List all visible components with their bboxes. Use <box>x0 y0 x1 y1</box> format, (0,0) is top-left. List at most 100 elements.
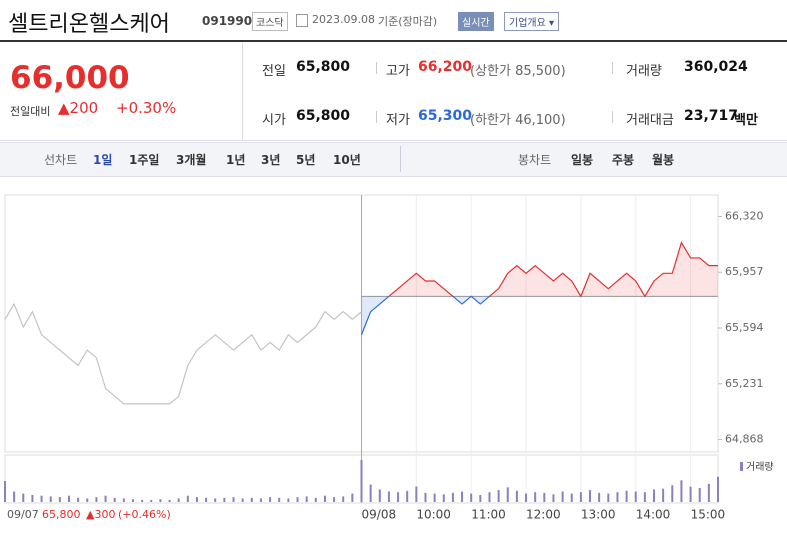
volume-bar <box>86 498 89 502</box>
volume-bar <box>488 492 491 502</box>
volume-bar <box>4 481 6 502</box>
volume-bar <box>342 496 345 502</box>
volume-bar <box>717 476 719 502</box>
stat-label: 거래대금 <box>626 113 674 128</box>
candle-tab[interactable]: 월봉 <box>652 153 675 167</box>
volume-bar <box>671 485 674 502</box>
stat-value: 66,200 <box>418 59 473 75</box>
legend-label: 거래량 <box>746 461 774 473</box>
volume-bar <box>58 497 61 502</box>
stat-label: 전일 <box>262 64 286 79</box>
volume-bar <box>506 487 509 502</box>
volume-bar <box>323 495 326 502</box>
period-tab[interactable]: 3개월 <box>176 153 207 167</box>
date: 2023.09.08 <box>312 13 375 26</box>
realtime-button[interactable]: 실시간 <box>458 12 494 31</box>
volume-bar <box>122 498 125 502</box>
volume-bar <box>159 499 162 502</box>
volume-bar <box>680 480 683 502</box>
volume-bar <box>177 498 180 502</box>
volume-bar <box>433 493 436 502</box>
y-tick-label: 64,868 <box>725 433 764 446</box>
stat-separator <box>612 62 613 74</box>
divider <box>0 40 787 42</box>
volume-bar <box>625 490 628 502</box>
footer-change: ▲300 <box>86 508 116 521</box>
change-pct: +0.30% <box>116 99 177 117</box>
volume-bar <box>141 499 144 502</box>
volume-bar <box>360 460 363 502</box>
stat-label: 저가 <box>386 113 410 128</box>
x-tick-label: 14:00 <box>636 508 671 522</box>
x-tick-label: 11:00 <box>471 508 506 522</box>
volume-bar <box>314 497 317 502</box>
volume-bar <box>378 489 381 502</box>
x-tick-label: 15:00 <box>691 508 726 522</box>
period-tab[interactable]: 1년 <box>226 153 246 167</box>
period-tab[interactable]: 10년 <box>333 153 361 167</box>
stat-separator <box>376 111 377 123</box>
volume-bar <box>643 492 646 502</box>
volume-bar <box>333 497 336 502</box>
x-tick-label: 12:00 <box>526 508 561 522</box>
stat-label: 거래량 <box>626 64 662 79</box>
volume-bar <box>515 490 518 502</box>
stat-value: 360,024 <box>684 59 748 75</box>
period-tab[interactable]: 3년 <box>261 153 281 167</box>
stat-value: 65,800 <box>296 108 351 124</box>
overview-label: 기업개요 <box>509 18 546 29</box>
volume-bar <box>214 498 217 502</box>
volume-bar <box>561 491 564 502</box>
stat-unit: 백만 <box>734 113 758 128</box>
divider <box>242 140 787 141</box>
candle-tab[interactable]: 주봉 <box>612 153 635 167</box>
tab-group-label: 선차트 <box>44 153 78 167</box>
volume-bar <box>13 491 16 502</box>
volume-bar <box>451 492 454 502</box>
volume-bar <box>113 497 116 502</box>
volume-bar <box>150 499 153 502</box>
period-tab[interactable]: 1주일 <box>129 153 160 167</box>
volume-bar <box>607 493 610 502</box>
volume-bar <box>205 497 208 502</box>
volume-bar <box>598 492 601 502</box>
stat-value: 65,300 <box>418 108 473 124</box>
market-badge: 코스닥 <box>252 12 288 31</box>
candle-tab[interactable]: 일봉 <box>571 153 594 167</box>
volume-bar <box>387 491 390 502</box>
stat-value: 23,717 <box>684 108 739 124</box>
y-tick-label: 65,231 <box>725 377 764 390</box>
volume-bar <box>497 490 500 502</box>
stat-separator <box>376 62 377 74</box>
volume-bar <box>534 492 537 502</box>
period-tab[interactable]: 5년 <box>296 153 316 167</box>
volume-bar <box>287 498 290 502</box>
tab-group-label: 봉차트 <box>518 153 552 167</box>
stock-code: 091990 <box>202 14 253 28</box>
volume-bar <box>31 495 34 502</box>
volume-bar <box>305 496 308 502</box>
volume-bar <box>707 483 710 502</box>
overview-dropdown[interactable]: 기업개요 ▾ <box>504 12 560 31</box>
change-label: 전일대비 <box>10 105 51 118</box>
volume-bar <box>40 495 43 502</box>
stat-value: 65,800 <box>296 59 351 75</box>
volume-bar <box>634 491 637 502</box>
volume-bar <box>461 491 464 502</box>
volume-bar <box>22 493 25 502</box>
volume-bar <box>104 495 107 502</box>
y-tick-label: 66,320 <box>725 209 764 222</box>
price-line <box>4 302 362 405</box>
volume-bar <box>250 497 253 502</box>
volume-bar <box>543 492 546 502</box>
x-tick-label: 10:00 <box>416 508 451 522</box>
volume-bar <box>131 499 134 502</box>
volume-bar <box>662 488 665 502</box>
period-tab[interactable]: 1일 <box>93 153 113 167</box>
volume-bar <box>223 497 226 502</box>
footer-change-pct: (+0.46%) <box>118 508 171 521</box>
basis: 기준(장마감) <box>378 15 438 28</box>
volume-bar <box>351 493 354 502</box>
